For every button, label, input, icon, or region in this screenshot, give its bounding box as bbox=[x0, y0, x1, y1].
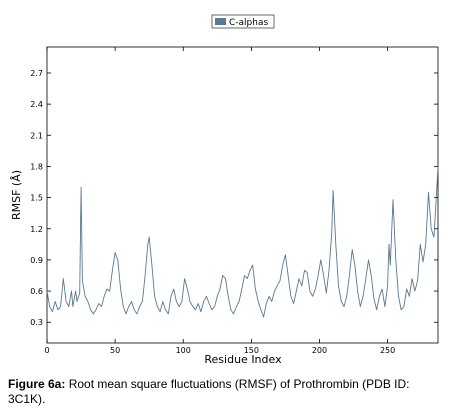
legend-box bbox=[211, 14, 275, 29]
x-tick-label: 250 bbox=[380, 346, 395, 355]
series-line-c-alphas bbox=[46, 166, 439, 318]
legend-swatch bbox=[215, 18, 226, 25]
x-tick-label: 150 bbox=[244, 346, 259, 355]
legend-label: C-alphas bbox=[229, 18, 268, 28]
x-axis-title: Residue Index bbox=[204, 353, 282, 366]
x-tick-label: 100 bbox=[176, 346, 191, 355]
caption-text: Root mean square fluctuations (RMSF) of … bbox=[8, 377, 410, 406]
y-axis-title: RMSF (Å) bbox=[10, 170, 23, 220]
y-tick-label: 2.4 bbox=[30, 100, 43, 109]
figure-caption: Figure 6a: Root mean square fluctuations… bbox=[8, 377, 450, 407]
x-axis: 0 50 100 150 200 250 bbox=[44, 47, 395, 355]
legend: C-alphas bbox=[211, 14, 275, 29]
x-tick-label: 0 bbox=[44, 346, 49, 355]
caption-label: Figure 6a: bbox=[8, 377, 66, 391]
plot-frame bbox=[46, 46, 439, 344]
y-tick-label: 0.6 bbox=[30, 287, 43, 296]
x-tick-label: 200 bbox=[312, 346, 327, 355]
y-tick-label: 1.5 bbox=[30, 194, 43, 203]
y-tick-label: 2.1 bbox=[30, 131, 43, 140]
y-tick-label: 1.8 bbox=[30, 162, 43, 171]
y-tick-label: 0.3 bbox=[30, 318, 43, 327]
y-tick-label: 0.9 bbox=[30, 256, 43, 265]
y-axis: 0.3 0.6 0.9 1.2 1.5 1.8 2.1 2.4 2.7 bbox=[30, 69, 438, 327]
y-tick-label: 1.2 bbox=[30, 225, 43, 234]
x-tick-label: 50 bbox=[110, 346, 120, 355]
y-tick-label: 2.7 bbox=[30, 69, 43, 78]
